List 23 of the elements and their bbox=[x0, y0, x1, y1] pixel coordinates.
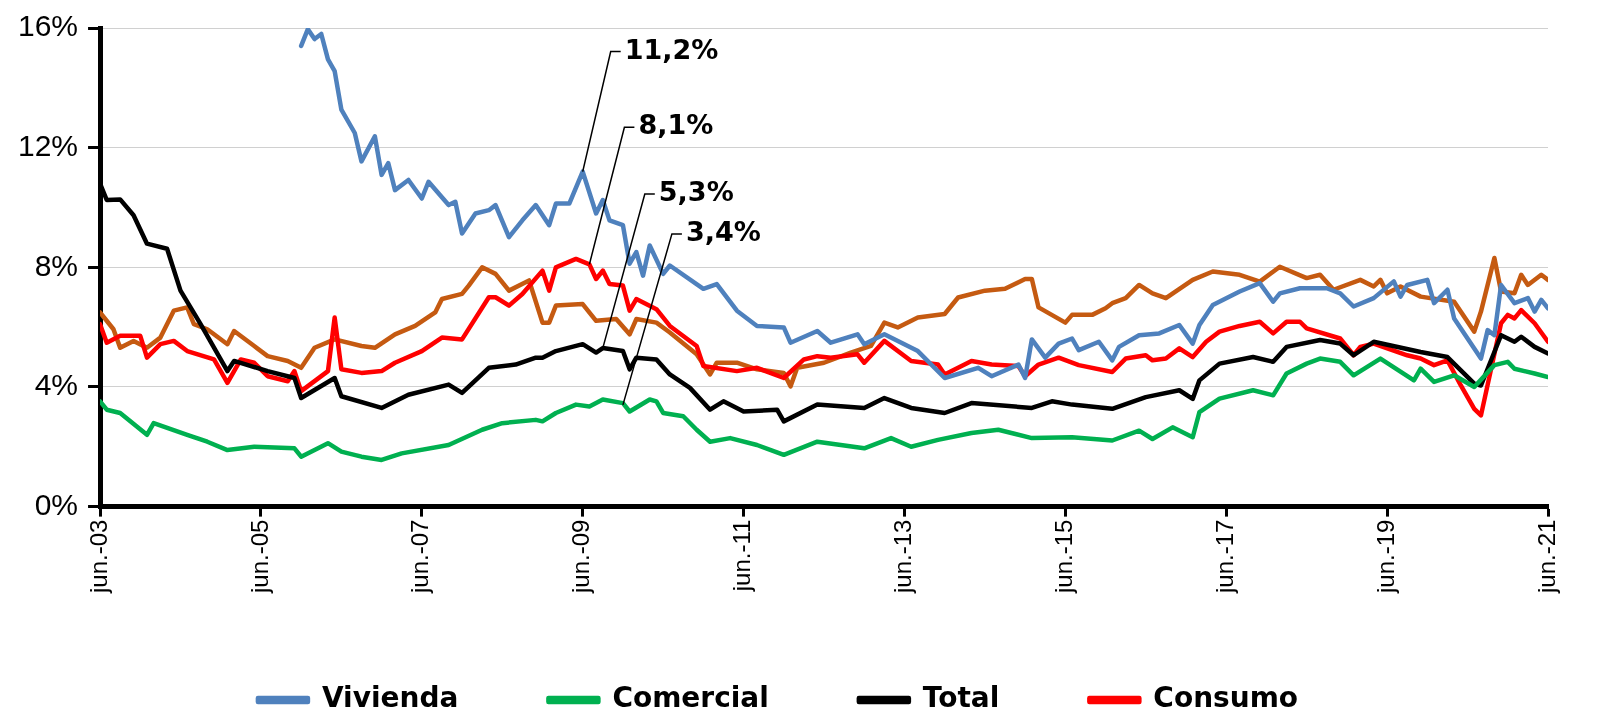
legend-label: Vivienda bbox=[321, 681, 459, 715]
x-tick-label: jun.-09 bbox=[567, 519, 595, 595]
y-tick-label: 8% bbox=[34, 248, 79, 282]
annotation: 11,2% bbox=[624, 33, 719, 65]
legend-label: Comercial bbox=[612, 681, 769, 715]
legend-label: Consumo bbox=[1153, 681, 1299, 715]
x-tick-label: jun.-03 bbox=[84, 519, 112, 595]
x-tick-label: jun.-19 bbox=[1371, 519, 1399, 595]
y-tick-label: 4% bbox=[34, 368, 79, 402]
y-tick-label: 16% bbox=[18, 9, 79, 43]
annotation: 3,4% bbox=[685, 215, 761, 247]
x-tick-label: jun.-11 bbox=[728, 519, 756, 593]
y-tick-label: 0% bbox=[34, 487, 79, 521]
x-tick-label: jun.-07 bbox=[406, 519, 434, 595]
x-tick-label: jun.-05 bbox=[245, 519, 273, 595]
x-tick-label: jun.-15 bbox=[1049, 519, 1077, 595]
x-tick-label: jun.-21 bbox=[1532, 519, 1560, 595]
x-tick-label: jun.-17 bbox=[1210, 519, 1238, 595]
annotation: 8,1% bbox=[638, 109, 714, 141]
y-tick-label: 12% bbox=[18, 128, 79, 162]
annotation: 5,3% bbox=[658, 176, 734, 208]
x-tick-label: jun.-13 bbox=[889, 519, 917, 595]
legend-label: Total bbox=[922, 681, 1000, 715]
